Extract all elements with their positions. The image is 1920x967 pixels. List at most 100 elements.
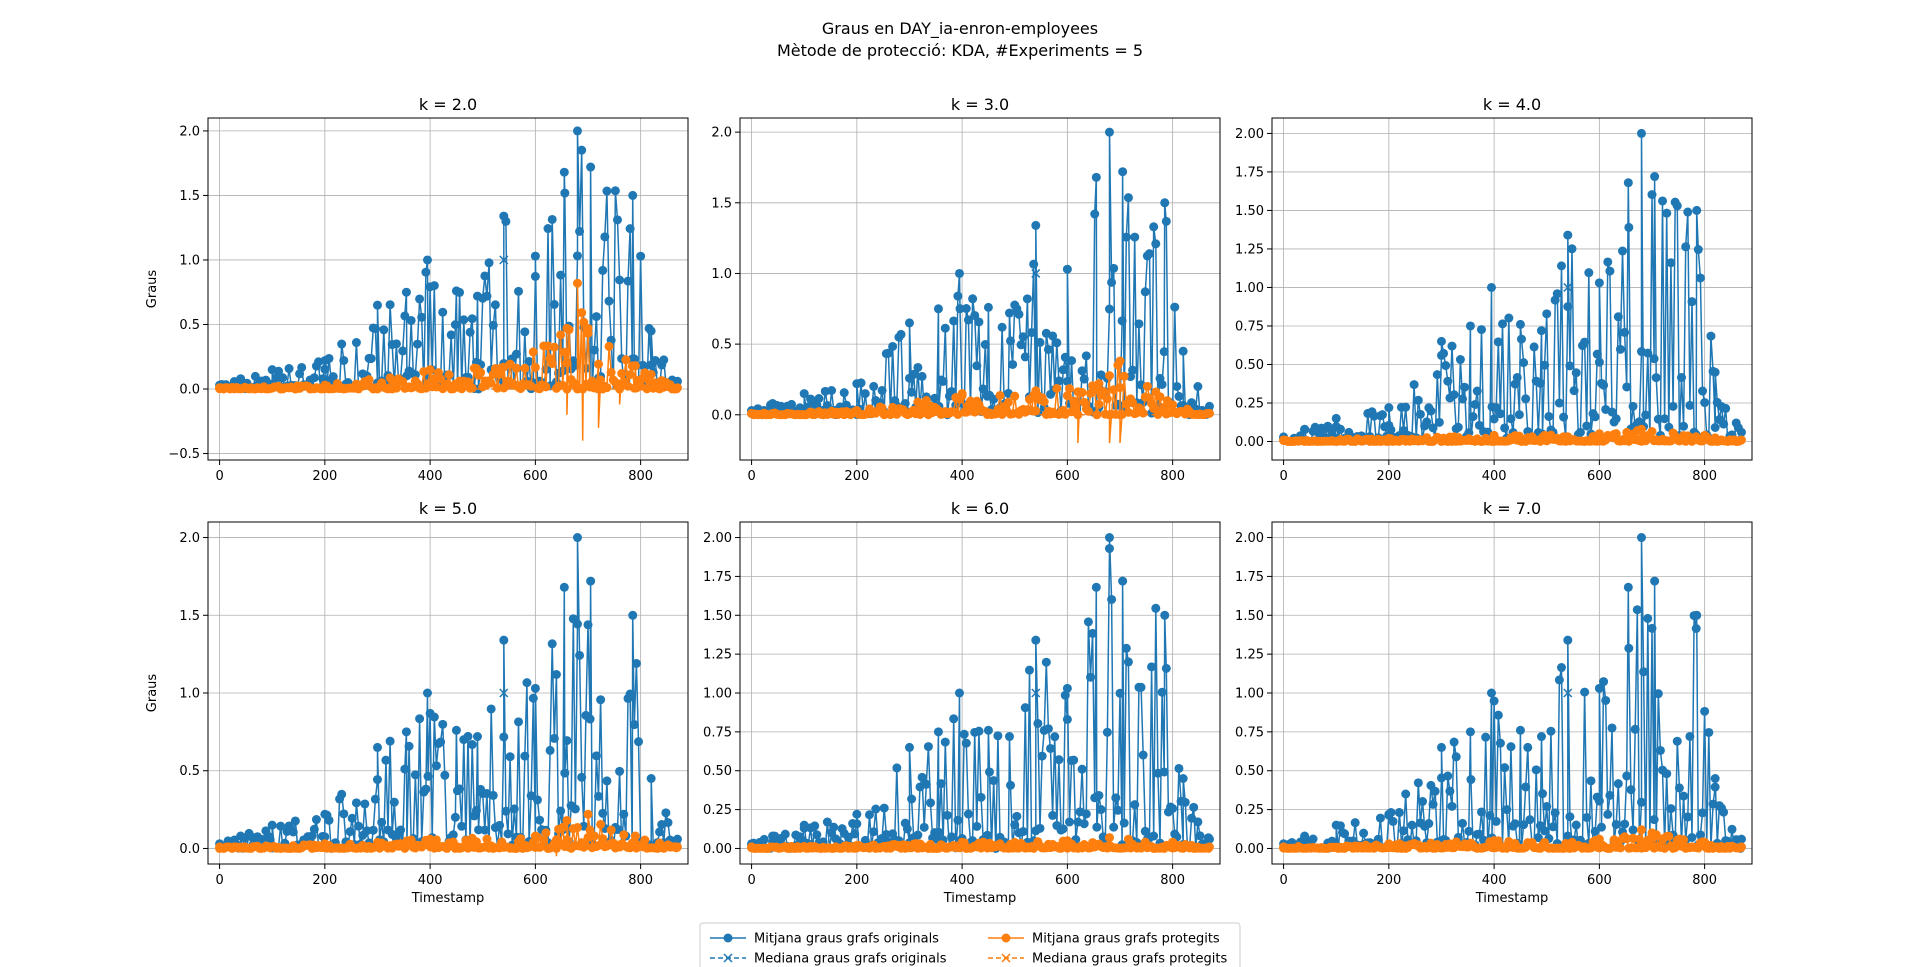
point-mean-original bbox=[1672, 201, 1682, 211]
y-tick-label: 0.5 bbox=[179, 318, 200, 333]
axes-frame bbox=[207, 117, 689, 461]
point-mean-original bbox=[1639, 667, 1649, 677]
point-mean-original bbox=[339, 809, 349, 819]
point-mean-original bbox=[347, 813, 357, 823]
point-mean-original bbox=[1460, 382, 1470, 392]
subplot-title: k = 4.0 bbox=[1483, 95, 1541, 114]
point-mean-original bbox=[488, 790, 498, 800]
point-mean-original bbox=[246, 832, 256, 842]
point-mean-original bbox=[1386, 425, 1396, 435]
point-mean-original bbox=[953, 815, 963, 825]
point-mean-original bbox=[1603, 257, 1613, 267]
point-mean-original bbox=[1622, 771, 1632, 781]
point-mean-original bbox=[974, 317, 984, 327]
point-mean-original bbox=[1447, 341, 1457, 351]
point-mean-original bbox=[586, 162, 596, 172]
point-mean-original bbox=[1088, 628, 1098, 638]
point-mean-protected bbox=[596, 375, 606, 385]
point-mean-original bbox=[1623, 178, 1633, 188]
point-mean-original bbox=[1006, 336, 1016, 346]
point-mean-original bbox=[1161, 663, 1171, 673]
point-mean-original bbox=[486, 704, 496, 714]
point-mean-original bbox=[926, 798, 936, 808]
point-mean-original bbox=[484, 258, 494, 268]
point-mean-original bbox=[328, 372, 338, 382]
point-mean-original bbox=[236, 374, 246, 384]
point-mean-original bbox=[1024, 665, 1034, 675]
point-mean-original bbox=[520, 327, 530, 337]
point-mean-original bbox=[1594, 796, 1604, 806]
point-mean-original bbox=[917, 772, 927, 782]
point-mean-protected bbox=[1664, 831, 1674, 841]
point-mean-original bbox=[415, 714, 425, 724]
point-median-original bbox=[499, 255, 509, 265]
point-mean-original bbox=[1615, 344, 1625, 354]
point-mean-original bbox=[1542, 309, 1552, 319]
point-mean-original bbox=[1054, 376, 1064, 386]
x-tick-label: 800 bbox=[1692, 469, 1717, 484]
point-mean-original bbox=[1603, 809, 1613, 819]
point-mean-original bbox=[959, 729, 969, 739]
point-mean-original bbox=[1672, 736, 1682, 746]
point-mean-original bbox=[1592, 349, 1602, 359]
point-mean-protected bbox=[431, 835, 441, 845]
point-mean-original bbox=[646, 774, 656, 783]
y-tick-label: 0.25 bbox=[703, 803, 732, 818]
point-mean-original bbox=[982, 830, 992, 840]
point-mean-original bbox=[1119, 818, 1129, 828]
x-tick-label: 200 bbox=[312, 873, 337, 888]
y-tick-label: 1.5 bbox=[179, 609, 200, 624]
point-mean-original bbox=[1401, 402, 1411, 412]
point-mean-original bbox=[1611, 414, 1621, 424]
point-mean-original bbox=[1012, 811, 1022, 821]
point-mean-original bbox=[1531, 765, 1541, 775]
y-tick-label: 1.25 bbox=[1235, 648, 1264, 663]
point-mean-original bbox=[1144, 249, 1154, 259]
point-mean-original bbox=[1109, 822, 1119, 832]
point-mean-original bbox=[1401, 789, 1411, 799]
point-mean-original bbox=[1676, 373, 1686, 383]
point-mean-original bbox=[902, 824, 912, 834]
point-mean-original bbox=[1035, 823, 1045, 833]
point-mean-original bbox=[1130, 232, 1140, 242]
point-mean-original bbox=[429, 281, 439, 291]
point-mean-protected bbox=[606, 825, 616, 835]
point-mean-protected bbox=[957, 389, 967, 399]
point-mean-original bbox=[1138, 750, 1148, 760]
point-mean-original bbox=[1650, 172, 1660, 182]
point-mean-original bbox=[1436, 336, 1446, 346]
point-mean-original bbox=[1706, 331, 1716, 341]
point-mean-protected bbox=[1077, 387, 1087, 397]
point-mean-original bbox=[1109, 263, 1119, 273]
point-mean-original bbox=[421, 784, 431, 794]
point-mean-protected bbox=[1073, 410, 1083, 420]
point-mean-original bbox=[942, 810, 952, 820]
y-tick-label: 0.00 bbox=[703, 842, 732, 857]
point-mean-protected bbox=[558, 823, 568, 833]
point-mean-original bbox=[598, 265, 608, 275]
point-mean-original bbox=[600, 232, 610, 242]
point-mean-original bbox=[1523, 742, 1533, 752]
point-mean-original bbox=[1464, 826, 1474, 836]
point-mean-original bbox=[417, 312, 427, 322]
x-tick-label: 800 bbox=[628, 873, 653, 888]
point-mean-protected bbox=[436, 374, 446, 384]
point-mean-original bbox=[1455, 355, 1465, 365]
point-mean-original bbox=[1643, 348, 1653, 358]
point-mean-original bbox=[938, 376, 948, 386]
point-mean-original bbox=[1069, 755, 1079, 765]
point-mean-original bbox=[1540, 826, 1550, 836]
point-mean-original bbox=[1643, 613, 1653, 623]
point-mean-original bbox=[1559, 412, 1569, 422]
y-tick-label: 0.0 bbox=[179, 383, 200, 398]
point-mean-original bbox=[560, 768, 570, 778]
point-mean-original bbox=[482, 291, 492, 301]
legend-entry-2: Mediana graus grafs originals bbox=[710, 952, 947, 967]
point-mean-original bbox=[351, 338, 361, 348]
point-mean-original bbox=[324, 353, 334, 363]
point-mean-original bbox=[1140, 287, 1150, 297]
point-mean-original bbox=[1149, 831, 1159, 841]
point-mean-original bbox=[923, 742, 933, 752]
point-mean-original bbox=[947, 832, 957, 842]
point-mean-original bbox=[372, 775, 382, 785]
